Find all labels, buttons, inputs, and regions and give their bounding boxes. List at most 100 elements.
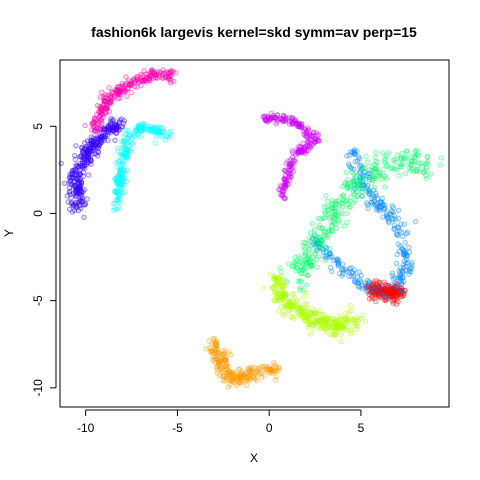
data-point xyxy=(282,276,289,282)
data-point xyxy=(320,215,326,222)
data-point xyxy=(73,186,79,193)
data-point xyxy=(316,224,322,231)
data-point xyxy=(247,367,253,373)
data-point xyxy=(402,264,409,270)
data-point xyxy=(273,365,279,372)
data-point xyxy=(302,249,308,256)
data-point xyxy=(103,127,109,133)
data-point xyxy=(269,284,275,291)
data-point xyxy=(317,243,323,249)
data-point xyxy=(311,320,317,327)
data-point xyxy=(135,125,142,131)
data-point xyxy=(299,149,305,156)
data-point xyxy=(81,149,87,155)
data-point xyxy=(371,166,377,173)
data-point xyxy=(79,163,85,169)
data-point xyxy=(98,118,105,124)
data-point xyxy=(253,371,259,377)
data-point xyxy=(112,137,118,144)
data-point xyxy=(355,274,361,280)
y-axis-label: Y xyxy=(2,229,16,237)
data-point xyxy=(75,185,82,191)
data-point xyxy=(301,145,307,151)
data-point xyxy=(346,269,352,275)
data-point xyxy=(84,161,90,168)
data-point xyxy=(294,147,300,153)
data-point xyxy=(371,161,378,168)
data-point xyxy=(79,160,86,167)
data-point xyxy=(272,275,278,281)
data-point xyxy=(246,372,252,379)
data-point xyxy=(323,193,329,199)
data-point xyxy=(394,285,400,291)
data-point xyxy=(145,71,151,78)
data-point xyxy=(381,207,387,213)
data-point xyxy=(400,233,406,240)
data-point xyxy=(268,110,274,117)
data-point xyxy=(134,84,140,90)
data-point xyxy=(162,74,169,80)
data-point xyxy=(116,205,122,211)
data-point xyxy=(128,81,134,87)
data-point xyxy=(340,193,347,199)
data-point xyxy=(82,165,88,172)
data-point xyxy=(368,289,375,295)
data-point xyxy=(336,313,342,320)
data-point xyxy=(209,348,216,354)
data-point xyxy=(373,201,380,207)
data-point xyxy=(336,270,343,277)
data-point xyxy=(342,180,349,186)
data-point xyxy=(61,180,68,187)
data-point xyxy=(302,300,308,306)
data-point xyxy=(371,195,378,201)
data-point xyxy=(106,100,113,107)
data-point xyxy=(382,184,388,190)
data-point xyxy=(376,206,382,213)
data-point xyxy=(125,139,131,146)
data-point xyxy=(117,126,123,133)
data-point xyxy=(395,281,401,288)
data-point xyxy=(372,190,379,196)
data-point xyxy=(286,308,292,314)
data-point xyxy=(72,152,78,159)
data-point xyxy=(344,219,350,226)
data-point xyxy=(314,264,320,270)
data-point xyxy=(313,130,320,136)
data-point xyxy=(278,192,285,199)
data-point xyxy=(377,208,383,214)
data-point xyxy=(406,244,412,251)
data-point xyxy=(314,133,320,139)
data-point xyxy=(300,306,306,312)
data-point xyxy=(222,357,229,363)
data-point xyxy=(341,315,348,321)
data-point xyxy=(398,221,404,227)
data-point xyxy=(123,168,129,175)
data-point xyxy=(323,245,330,251)
data-point xyxy=(141,77,148,83)
data-point xyxy=(272,362,278,368)
data-point xyxy=(96,140,102,146)
data-point xyxy=(208,341,215,347)
data-point xyxy=(386,220,392,226)
data-point xyxy=(371,295,378,302)
data-point xyxy=(80,173,87,180)
data-point xyxy=(393,301,400,307)
data-point xyxy=(301,126,308,132)
data-point xyxy=(395,232,401,239)
data-point xyxy=(330,320,336,326)
data-point xyxy=(111,188,118,194)
data-point xyxy=(90,138,97,145)
data-point xyxy=(288,302,295,308)
data-point xyxy=(371,173,377,180)
data-point xyxy=(305,138,311,144)
data-point xyxy=(309,134,316,140)
data-point xyxy=(98,104,105,111)
data-point xyxy=(382,155,388,162)
data-point xyxy=(141,68,147,74)
data-point xyxy=(366,190,373,197)
data-point xyxy=(81,214,87,221)
data-point xyxy=(71,207,78,214)
data-point xyxy=(364,202,371,208)
data-point xyxy=(398,287,405,293)
data-point xyxy=(311,242,318,248)
